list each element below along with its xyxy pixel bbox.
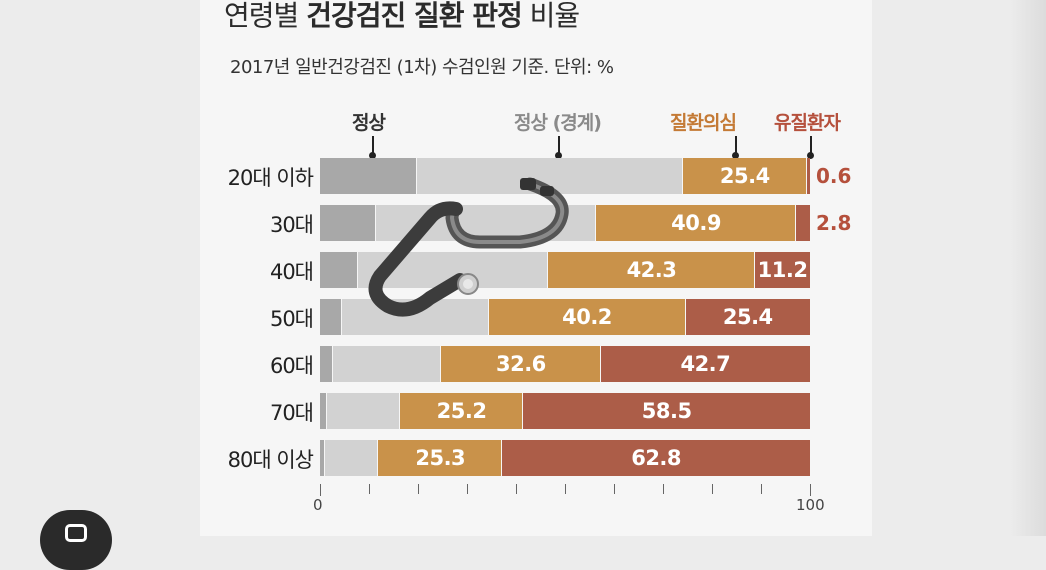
bar-segment <box>326 393 399 429</box>
category-label: 80대 이상 <box>227 448 314 472</box>
category-label: 30대 <box>269 213 314 237</box>
right-edge <box>1010 0 1046 536</box>
legend-suspected: 질환의심 <box>670 112 737 134</box>
bar-segment <box>755 252 810 288</box>
x-tick <box>320 484 321 496</box>
category-label: 70대 <box>269 401 314 425</box>
x-tick <box>369 484 370 494</box>
bar-segment <box>320 158 416 194</box>
bar-value-label: 58.5 <box>641 399 692 423</box>
title-part-2: 비율 <box>521 0 581 32</box>
bar-segment <box>682 158 807 194</box>
category-label: 40대 <box>269 260 314 284</box>
legend-normal: 정상 <box>352 112 386 134</box>
bar-segment <box>378 440 502 476</box>
bar-segment <box>325 440 378 476</box>
chart-subtitle: 2017년 일반건강검진 (1차) 수검인원 기준. 단위: % <box>230 57 614 78</box>
bar-segment <box>441 346 600 382</box>
legend-suspected-dot <box>732 152 739 159</box>
bar-value-label: 40.2 <box>562 305 612 329</box>
bar-value-label: 11.2 <box>757 258 808 282</box>
bar-segment <box>547 252 755 288</box>
x-tick <box>516 484 517 494</box>
bar-value-label: 32.6 <box>495 352 546 376</box>
x-tick <box>418 484 419 494</box>
bar-segment <box>320 252 358 288</box>
bar-segment <box>685 299 810 335</box>
legend-patient: 유질환자 <box>774 112 841 134</box>
legend-borderline-line <box>558 136 560 154</box>
bar-segment <box>320 440 325 476</box>
category-label: 20대 이하 <box>227 166 314 190</box>
bar-segment <box>600 346 810 382</box>
bar-value-label-outside: 2.8 <box>816 211 852 235</box>
x-tick <box>467 484 468 494</box>
bar-value-label: 42.3 <box>626 258 677 282</box>
category-label: 50대 <box>269 307 314 331</box>
bar-segment <box>320 205 376 241</box>
bar-value-label-outside: 0.6 <box>816 164 852 188</box>
x-tick <box>712 484 713 494</box>
x-tick-label-100: 100 <box>796 496 825 514</box>
x-tick <box>761 484 762 494</box>
title-part-1: 연령별 <box>224 0 307 32</box>
bar-segment <box>796 205 810 241</box>
bar-value-label: 25.4 <box>719 164 770 188</box>
legend-patient-line <box>810 136 812 154</box>
bar-value-label: 25.2 <box>436 399 487 423</box>
legend-patient-dot <box>807 152 814 159</box>
bar-segment <box>595 205 796 241</box>
title-part-bold: 건강검진 질환 판정 <box>306 0 523 32</box>
legend-borderline: 정상 (경계) <box>514 112 602 134</box>
legend-normal-dot <box>369 152 376 159</box>
bar-segment <box>320 299 342 335</box>
x-tick-label-0: 0 <box>313 496 323 514</box>
bar-segment <box>502 440 810 476</box>
bar-value-label: 62.8 <box>631 446 682 470</box>
bar-segment <box>807 158 810 194</box>
bottom-action-button[interactable] <box>40 510 112 570</box>
bar-segment <box>488 299 685 335</box>
legend-suspected-line <box>735 136 737 154</box>
bar-value-label: 40.9 <box>671 211 721 235</box>
x-tick <box>663 484 664 494</box>
category-label: 60대 <box>269 354 314 378</box>
x-tick <box>810 484 811 496</box>
bar-segment <box>320 393 326 429</box>
stethoscope-icon <box>368 177 569 317</box>
briefcase-icon <box>65 524 87 542</box>
legend-borderline-dot <box>555 152 562 159</box>
x-tick <box>614 484 615 494</box>
bar-value-label: 25.3 <box>415 446 466 470</box>
bar-segment <box>332 346 441 382</box>
x-tick <box>565 484 566 494</box>
chart-title: 연령별 건강검진 질환 판정 비율 <box>224 0 581 34</box>
bar-value-label: 25.4 <box>722 305 773 329</box>
bar-segment <box>320 346 332 382</box>
bar-value-label: 42.7 <box>680 352 731 376</box>
bar-segment <box>523 393 810 429</box>
legend-normal-line <box>372 136 374 154</box>
bar-segment <box>399 393 523 429</box>
